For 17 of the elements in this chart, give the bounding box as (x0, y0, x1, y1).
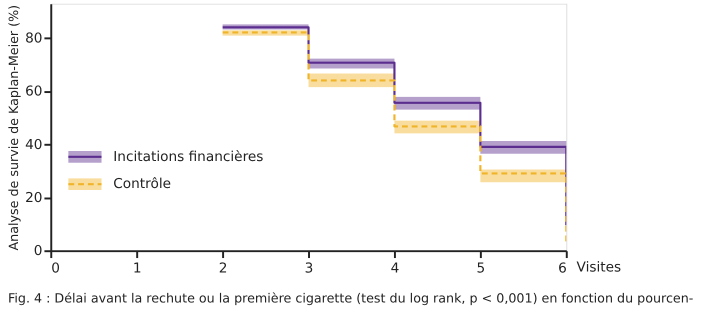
x-tick-label: 2 (218, 260, 228, 277)
x-tick-label: 6 (558, 260, 567, 277)
caption: Fig. 4 : Délai avant la rechute ou la première cigarette (test du log rank, p < 0,001) en fonction du pourcen- (8, 290, 694, 306)
x-tick-label: 4 (390, 260, 400, 277)
x-axis-title: Visites (576, 260, 622, 276)
x-tick-label: 0 (51, 260, 60, 277)
y-tick-label: 0 (34, 243, 42, 260)
x-tick-label: 3 (304, 260, 314, 277)
legend-label: Contrôle (113, 176, 172, 192)
y-tick-label: 60 (25, 84, 42, 100)
y-axis-title: Analyse de survie de Kaplan-Meier (%) (6, 4, 22, 251)
legend-label: Incitations financières (113, 148, 264, 165)
y-tick-label: 80 (25, 30, 42, 47)
x-tick-label: 1 (132, 260, 142, 277)
x-tick-label: 5 (476, 260, 486, 277)
y-tick-label: 40 (25, 136, 42, 153)
y-tick-label: 20 (25, 190, 42, 206)
